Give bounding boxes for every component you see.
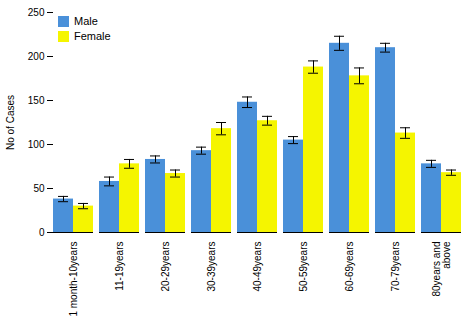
svg-text:70-79years: 70-79years [390,242,401,292]
svg-text:100: 100 [28,139,45,150]
svg-text:11-19years: 11-19years [114,242,125,291]
svg-text:50-59years: 50-59years [298,242,309,292]
svg-text:20-29years: 20-29years [160,242,171,292]
html-text:Male: Male [74,15,98,27]
svg-text:200: 200 [28,51,45,62]
svg-text:40-49years: 40-49years [252,242,263,292]
svg-text:60-69years: 60-69years [344,242,355,292]
html-text:Female: Female [74,30,111,42]
svg-text:No of Cases: No of Cases [5,95,16,150]
svg-text:1 month-10years: 1 month-10years [68,242,79,317]
svg-text:150: 150 [28,95,45,106]
svg-text:80years andabove: 80years andabove [431,241,452,296]
svg-text:30-39years: 30-39years [206,242,217,292]
svg-text:50: 50 [33,183,45,194]
svg-text:0: 0 [39,227,45,238]
svg-text:250: 250 [28,7,45,18]
